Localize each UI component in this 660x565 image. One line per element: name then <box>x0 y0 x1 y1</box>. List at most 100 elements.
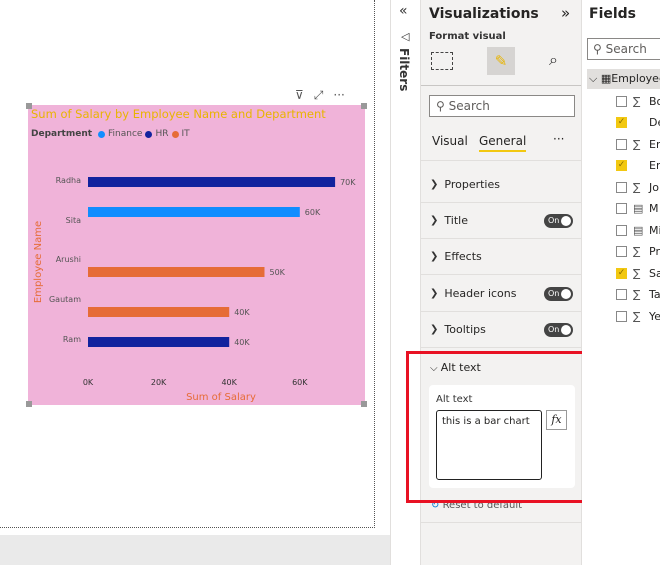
field-item[interactable]: ✓ ∑ Sa <box>582 262 660 284</box>
section-label: Alt text <box>440 361 481 374</box>
section-tooltips[interactable]: ❯ Tooltips On <box>421 312 581 348</box>
tab-general[interactable]: General <box>479 134 527 152</box>
collapse-left-icon[interactable]: « <box>399 3 408 19</box>
field-item[interactable]: ∑ Pr <box>582 241 660 263</box>
section-alt-text[interactable]: ⌵ Alt text <box>430 361 481 374</box>
divider <box>421 522 581 523</box>
search-placeholder: Search <box>605 42 647 56</box>
section-effects[interactable]: ❯ Effects <box>421 239 581 275</box>
collapse-right-icon[interactable]: » <box>561 4 571 22</box>
section-properties[interactable]: ❯ Properties <box>421 167 581 203</box>
sigma-icon: ∑ <box>633 266 641 280</box>
header-icons-toggle[interactable]: On <box>544 287 573 301</box>
legend-hr[interactable]: HR <box>155 129 169 139</box>
field-item[interactable]: ✓ De <box>582 112 660 134</box>
chart-title: Sum of Salary by Employee Name and Depar… <box>31 107 326 121</box>
section-label: Tooltips <box>444 323 486 336</box>
filters-label[interactable]: Filters <box>397 48 411 92</box>
fields-search-input[interactable]: ⚲ Search <box>587 38 660 60</box>
more-options-icon[interactable]: ··· <box>553 132 565 146</box>
legend-finance[interactable]: Finance <box>108 129 143 139</box>
bar-gautam[interactable] <box>88 307 230 317</box>
field-item[interactable]: ∑ Jo <box>582 176 660 198</box>
bar-ram[interactable] <box>88 337 230 347</box>
analytics-icon[interactable]: ⌕ <box>549 50 558 69</box>
field-label: Jo <box>649 180 659 194</box>
x-axis-title: Sum of Salary <box>186 392 256 403</box>
field-label: Mi <box>649 223 660 237</box>
data-label: 60K <box>305 208 321 217</box>
category-label: Arushi <box>56 255 81 264</box>
build-visual-icon[interactable] <box>431 52 453 70</box>
reset-label: Reset to default <box>442 500 523 511</box>
section-title[interactable]: ❯ Title On <box>421 203 581 239</box>
filter-icon[interactable]: ⊽ <box>295 88 304 102</box>
category-label: Gautam <box>49 295 81 304</box>
reset-to-default-button[interactable]: ↻ Reset to default <box>431 500 522 511</box>
tab-visual[interactable]: Visual <box>432 134 468 148</box>
field-item[interactable]: ∑ Ta <box>582 284 660 306</box>
reset-icon: ↻ <box>431 500 443 511</box>
search-placeholder: Search <box>448 99 490 113</box>
resize-handle[interactable] <box>26 401 32 407</box>
field-checkbox[interactable]: ✓ <box>616 267 627 279</box>
sigma-icon: ∑ <box>633 245 641 258</box>
chevron-down-icon: ⌵ <box>589 72 598 85</box>
chevron-right-icon: ❯ <box>430 324 439 335</box>
bar-arushi[interactable] <box>88 267 265 277</box>
fx-button[interactable]: fx <box>546 410 567 430</box>
filters-pane-collapsed[interactable]: « ◁ Filters <box>390 0 420 565</box>
field-checkbox[interactable] <box>616 138 627 150</box>
resize-handle[interactable] <box>361 103 367 109</box>
legend-it[interactable]: IT <box>181 129 190 139</box>
table-employee[interactable]: ⌵ ▦Employee <box>587 69 660 89</box>
field-item[interactable]: ∑ Bo <box>582 90 660 112</box>
calculator-icon: ▤ <box>633 223 644 237</box>
chevron-right-icon: ❯ <box>430 179 439 190</box>
section-header-icons[interactable]: ❯ Header icons On <box>421 276 581 312</box>
sigma-icon: ∑ <box>633 180 641 194</box>
field-checkbox[interactable]: ✓ <box>616 117 627 128</box>
field-label: Em <box>649 137 660 151</box>
field-checkbox[interactable] <box>616 224 627 236</box>
tooltips-toggle[interactable]: On <box>544 323 573 337</box>
table-name: Employee <box>611 72 660 85</box>
resize-handle[interactable] <box>361 401 367 407</box>
y-axis-title: Employee Name <box>33 221 44 303</box>
focus-mode-icon[interactable]: ⤢ <box>313 88 324 102</box>
bar-radha[interactable] <box>88 177 336 187</box>
data-label: 70K <box>340 178 356 187</box>
bar-chart-visual[interactable]: Sum of Salary by Employee Name and Depar… <box>26 103 367 407</box>
viz-pane-title: Visualizations <box>429 6 539 22</box>
field-checkbox[interactable] <box>616 95 627 107</box>
field-checkbox[interactable] <box>616 289 627 300</box>
field-checkbox[interactable] <box>616 310 627 322</box>
field-item[interactable]: ▤ Mi <box>582 219 660 241</box>
legend: Department Finance HR IT <box>31 129 190 139</box>
search-icon: ⚲ <box>593 42 606 56</box>
field-checkbox[interactable] <box>616 181 627 193</box>
field-checkbox[interactable] <box>616 246 627 257</box>
highlight-box <box>406 351 586 503</box>
field-item[interactable]: ∑ Ye <box>582 305 660 327</box>
section-label: Header icons <box>444 287 517 300</box>
more-options-icon[interactable]: ··· <box>333 88 345 102</box>
data-label: 50K <box>270 268 286 277</box>
legend-title: Department <box>31 129 93 139</box>
field-checkbox[interactable] <box>616 203 627 214</box>
x-tick-label: 60K <box>292 378 308 387</box>
field-item[interactable]: ✓ Em <box>582 155 660 177</box>
field-item[interactable]: ▤ M <box>582 198 660 220</box>
section-label: Properties <box>444 178 500 191</box>
bar-sita[interactable] <box>88 207 300 217</box>
field-checkbox[interactable]: ✓ <box>616 160 627 171</box>
format-visual-icon[interactable]: ✎ <box>487 47 515 75</box>
viz-search-input[interactable]: ⚲ Search <box>429 95 575 117</box>
alt-text-textarea[interactable]: this is a bar chart <box>436 410 542 480</box>
resize-handle[interactable] <box>26 103 32 109</box>
field-item[interactable]: ∑ Em <box>582 133 660 155</box>
filter-icon: ◁ <box>401 30 410 43</box>
field-label: M <box>649 202 659 215</box>
field-label: Em <box>649 159 660 172</box>
title-toggle[interactable]: On <box>544 214 573 228</box>
